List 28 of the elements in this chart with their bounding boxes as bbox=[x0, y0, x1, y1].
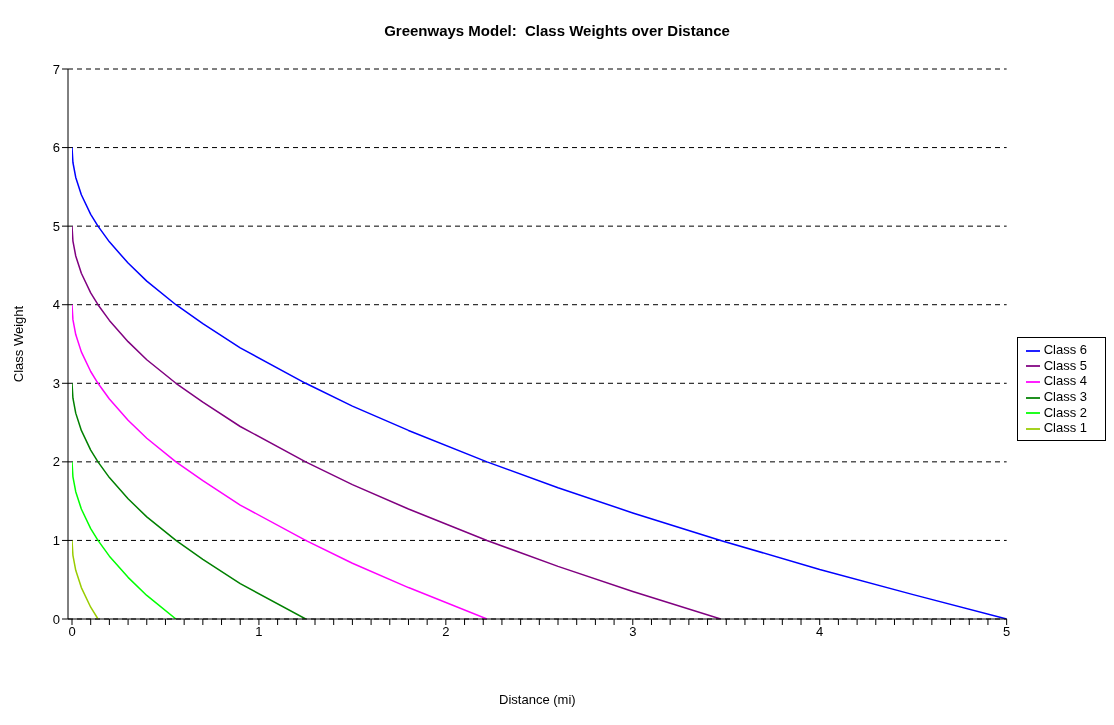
line-series bbox=[72, 303, 488, 619]
y-tick-label: 6 bbox=[52, 140, 60, 156]
y-tick-label: 2 bbox=[52, 454, 60, 470]
chart-title: Greenways Model: Class Weights over Distance bbox=[383, 21, 731, 41]
x-tick-label: 2 bbox=[442, 624, 450, 640]
line-series bbox=[72, 539, 99, 619]
line-series bbox=[72, 461, 177, 619]
legend-label: Class 5 bbox=[1043, 357, 1087, 373]
legend-label: Class 2 bbox=[1043, 404, 1087, 420]
x-tick-label: 0 bbox=[68, 624, 76, 640]
legend-label: Class 4 bbox=[1043, 373, 1087, 389]
legend-label: Class 1 bbox=[1043, 420, 1087, 436]
y-tick-label: 1 bbox=[52, 533, 60, 549]
x-axis-title: Distance (mi) bbox=[499, 692, 576, 707]
y-tick-label: 7 bbox=[52, 61, 60, 77]
y-tick-label: 3 bbox=[52, 375, 60, 391]
legend-label: Class 6 bbox=[1043, 342, 1087, 358]
line-series bbox=[72, 146, 1007, 619]
x-tick-label: 5 bbox=[1003, 624, 1011, 640]
x-tick-label: 4 bbox=[816, 624, 824, 640]
y-axis-title: Class Weight bbox=[10, 305, 26, 383]
y-tick-label: 5 bbox=[52, 218, 60, 234]
y-tick-label: 4 bbox=[52, 297, 60, 313]
x-tick-label: 1 bbox=[255, 624, 263, 640]
y-tick-label: 0 bbox=[52, 611, 60, 627]
legend-label: Class 3 bbox=[1043, 389, 1087, 404]
line-series bbox=[72, 382, 307, 619]
x-tick-label: 3 bbox=[629, 624, 637, 640]
